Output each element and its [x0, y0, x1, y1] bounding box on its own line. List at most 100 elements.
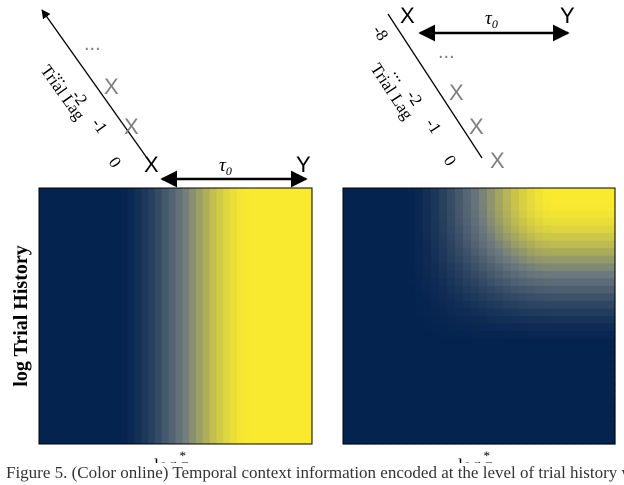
right-heatmap-cell [543, 428, 552, 438]
right-heatmap-cell [543, 300, 552, 310]
right-heatmap-cell [591, 368, 600, 377]
right-heatmap-cell [431, 428, 440, 438]
right-heatmap-cell [391, 263, 400, 272]
right-heatmap-cell [551, 353, 560, 362]
right-heatmap-cell [551, 346, 560, 355]
right-heatmap-cell [383, 218, 392, 227]
right-heatmap-cell [375, 421, 384, 430]
right-heatmap-cell [415, 270, 424, 279]
left-heatmap-cell [45, 188, 54, 444]
right-heatmap-cell [455, 323, 464, 332]
right-heatmap-cell [575, 376, 584, 385]
right-heatmap-cell [567, 428, 576, 438]
right-heatmap-cell [511, 300, 520, 310]
right-heatmap-cell [351, 428, 360, 438]
right-heatmap-cell [511, 421, 520, 430]
right-heatmap-cell [375, 300, 384, 310]
right-heatmap-cell [415, 376, 424, 385]
right-heatmap-cell [447, 428, 456, 438]
right-heatmap-cell [343, 233, 352, 242]
right-heatmap-cell [503, 436, 512, 445]
right-heatmap-cell [399, 255, 408, 264]
left-heatmap-cell [230, 188, 238, 444]
right-heatmap-cell [599, 248, 608, 257]
right-heatmap-cell [535, 436, 544, 445]
right-heatmap-cell [527, 353, 536, 362]
right-heatmap-cell [455, 240, 464, 249]
right-heatmap-cell [343, 338, 352, 347]
right-heatmap-cell [567, 270, 576, 279]
right-heatmap-cell [551, 248, 560, 257]
right-heatmap-cell [527, 316, 536, 325]
right-heatmap-cell [383, 413, 392, 423]
right-heatmap-cell [567, 308, 576, 317]
right-heatmap-cell [511, 361, 520, 370]
right-heatmap-cell [495, 368, 504, 377]
right-heatmap-cell [439, 255, 448, 264]
right-heatmap-cell [447, 225, 456, 234]
right-heatmap-cell [551, 436, 560, 445]
right-heatmap-cell [543, 218, 552, 227]
right-heatmap-cell [559, 316, 568, 325]
right-heatmap-cell [383, 421, 392, 430]
right-heatmap-cell [487, 278, 496, 287]
right-heatmap-cell [479, 278, 488, 287]
right-heatmap-cell [535, 285, 544, 295]
right-heatmap-cell [359, 316, 368, 325]
right-heatmap-cell [343, 361, 352, 370]
right-heatmap-cell [351, 398, 360, 407]
right-heatmap-cell [423, 368, 432, 377]
right-heatmap-cell [543, 346, 552, 355]
right-heatmap-cell [535, 270, 544, 279]
right-heatmap-cell [343, 218, 352, 227]
right-heatmap-cell [535, 293, 544, 302]
right-heatmap-cell [599, 255, 608, 264]
right-heatmap-cell [439, 316, 448, 325]
right-heatmap-cell [391, 353, 400, 362]
right-heatmap-cell [535, 376, 544, 385]
right-heatmap-cell [503, 270, 512, 279]
right-heatmap-cell [479, 218, 488, 227]
right-heatmap-cell [375, 270, 384, 279]
right-heatmap-cell [359, 270, 368, 279]
right-heatmap-cell [551, 398, 560, 407]
right-heatmap-cell [479, 361, 488, 370]
right-heatmap-cell [503, 346, 512, 355]
right-heatmap-cell [503, 308, 512, 317]
right-heatmap-cell [503, 428, 512, 438]
right-heatmap-cell [431, 323, 440, 332]
right-heatmap-cell [407, 255, 416, 264]
right-heatmap-cell [535, 308, 544, 317]
right-heatmap-cell [463, 233, 472, 242]
right-heatmap-cell [559, 361, 568, 370]
right-heatmap-cell [375, 285, 384, 295]
right-heatmap-cell [479, 195, 488, 204]
right-heatmap-cell [383, 376, 392, 385]
right-heatmap-cell [471, 308, 480, 317]
right-heatmap-cell [375, 263, 384, 272]
right-heatmap-cell [439, 203, 448, 212]
right-heatmap-cell [423, 391, 432, 400]
left-heatmap-cell [243, 188, 252, 444]
right-heatmap-cell [575, 233, 584, 242]
left-panel: Trial Lag 0 -1 -2 ... X X ... X Y τ0 log… [10, 9, 313, 463]
right-heatmap-cell [423, 293, 432, 302]
right-heatmap-cell [479, 383, 488, 392]
right-heatmap-cell [439, 436, 448, 445]
right-heatmap-cell [543, 188, 552, 197]
right-heatmap-cell [447, 353, 456, 362]
right-heatmap-cell [583, 270, 592, 279]
right-heatmap-cell [567, 316, 576, 325]
right-heatmap-cell [367, 210, 376, 219]
right-heatmap-cell [511, 338, 520, 347]
right-heatmap-cell [599, 263, 608, 272]
right-heatmap-cell [535, 248, 544, 257]
right-heatmap-cell [527, 278, 536, 287]
right-heatmap-cell [399, 383, 408, 392]
right-heatmap-cell [559, 338, 568, 347]
right-heatmap-cell [399, 406, 408, 415]
right-heatmap-cell [407, 361, 416, 370]
right-heatmap-cell [535, 240, 544, 249]
right-heatmap-cell [407, 270, 416, 279]
right-heatmap-cell [527, 331, 536, 340]
